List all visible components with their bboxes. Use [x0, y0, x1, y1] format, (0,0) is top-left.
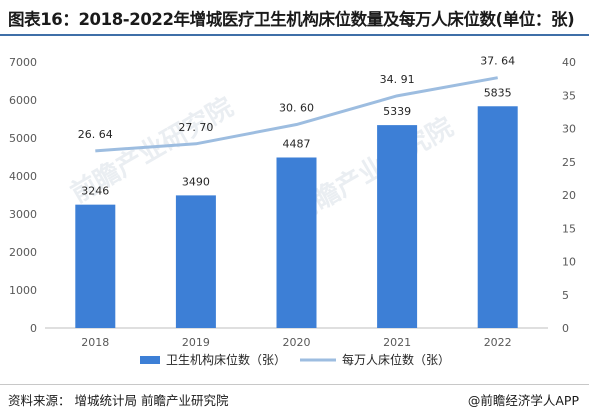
x-tick-label: 2020 [283, 336, 311, 349]
line-value-label: 30. 60 [279, 102, 314, 115]
bar [377, 125, 418, 328]
x-tick-label: 2021 [383, 336, 411, 349]
chart-title: 图表16：2018-2022年增城医疗卫生机构床位数量及每万人床位数(单位：张) [8, 10, 575, 29]
brand-credit: @前瞻经济学人APP [467, 393, 579, 408]
bar [276, 157, 317, 328]
y-left-tick-label: 0 [30, 322, 37, 335]
x-tick-label: 2018 [81, 336, 109, 349]
y-left-tick-label: 5000 [9, 132, 37, 145]
y-left-tick-label: 6000 [9, 94, 37, 107]
y-right-tick-label: 10 [562, 256, 576, 269]
bar-value-label: 5835 [484, 86, 512, 99]
footer-divider [0, 384, 589, 385]
bar-value-label: 5339 [383, 105, 411, 118]
bar-value-label: 3246 [81, 185, 109, 198]
y-left-tick-label: 1000 [9, 284, 37, 297]
y-right-tick-label: 35 [562, 89, 576, 102]
legend-label-bar: 卫生机构床位数（张） [166, 352, 286, 367]
y-left-tick-label: 4000 [9, 170, 37, 183]
bar [175, 195, 216, 328]
bar [75, 204, 116, 328]
y-left-tick-label: 7000 [9, 56, 37, 69]
line-value-label: 34. 91 [380, 73, 415, 86]
chart-canvas: 0 1000 2000 3000 4000 5000 6000 7000 0 5 10 15 20 25 3… [9, 55, 576, 367]
y-right-tick-label: 40 [562, 56, 576, 69]
y-right-tick-label: 25 [562, 156, 576, 169]
bar-value-label: 4487 [283, 137, 311, 150]
line-value-label: 27. 70 [178, 121, 213, 134]
line-value-label: 26. 64 [78, 128, 113, 141]
y-right-tick-label: 20 [562, 189, 576, 202]
legend-swatch-bar [140, 356, 160, 364]
y-right-tick-label: 15 [562, 222, 576, 235]
y-left-tick-label: 2000 [9, 246, 37, 259]
y-left-tick-label: 3000 [9, 208, 37, 221]
y-right-tick-label: 30 [562, 123, 576, 136]
y-right-tick-label: 5 [562, 289, 569, 302]
y-right-tick-label: 0 [562, 322, 569, 335]
bar [477, 106, 518, 329]
line-series [95, 76, 498, 153]
data-source: 资料来源： 增城统计局 前瞻产业研究院 [8, 393, 229, 408]
x-tick-label: 2022 [484, 336, 512, 349]
bar-value-label: 3490 [182, 175, 210, 188]
x-tick-label: 2019 [182, 336, 210, 349]
line-value-label: 37. 64 [480, 55, 515, 68]
legend-label-line: 每万人床位数（张） [342, 352, 450, 367]
title-divider [0, 34, 589, 36]
